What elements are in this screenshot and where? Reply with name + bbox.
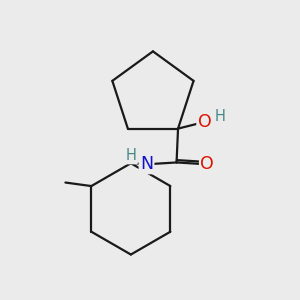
Text: O: O — [198, 113, 212, 131]
Text: H: H — [126, 148, 137, 163]
Text: O: O — [200, 155, 214, 173]
Text: H: H — [215, 109, 226, 124]
Text: N: N — [140, 155, 153, 173]
